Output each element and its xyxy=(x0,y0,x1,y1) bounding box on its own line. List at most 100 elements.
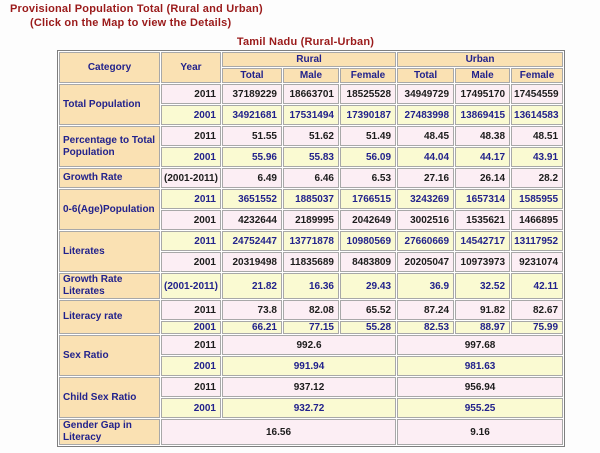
year-cell: 2011 xyxy=(161,126,221,146)
data-cell: 43.91 xyxy=(511,147,564,167)
header-urban-male: Male xyxy=(455,68,511,83)
data-cell: 6.49 xyxy=(222,168,282,188)
data-cell: 82.53 xyxy=(397,321,455,334)
data-cell: 13771878 xyxy=(283,231,339,251)
table-row: Growth Rate Literates (2001-2011) 21.82 … xyxy=(59,273,564,299)
data-cell: 16.36 xyxy=(283,273,339,299)
table-row: Percentage to Total Population 2011 51.5… xyxy=(59,126,564,167)
data-cell: 3243269 xyxy=(397,189,455,209)
data-cell: 27483998 xyxy=(397,105,455,125)
category-cell: Growth Rate xyxy=(59,168,160,188)
header-rural-total: Total xyxy=(222,68,282,83)
page-heading-line2: (Click on the Map to view the Details) xyxy=(30,17,232,29)
data-cell: 17531494 xyxy=(283,105,339,125)
data-cell: 77.15 xyxy=(283,321,339,334)
year-cell: 2011 xyxy=(161,231,221,251)
category-cell: Literates xyxy=(59,231,160,272)
data-cell: 26.14 xyxy=(455,168,511,188)
data-cell: 937.12 xyxy=(222,377,397,397)
year-cell: 2011 xyxy=(161,335,221,355)
table-row: Gender Gap in Literacy 16.56 9.16 xyxy=(59,419,564,445)
year-cell: 2001 xyxy=(161,147,221,167)
table-row: 0-6(Age)Population 2011 3651552 1885037 … xyxy=(59,189,564,230)
table-row: 2001 991.94 981.63 xyxy=(59,356,564,376)
category-cell: Child Sex Ratio xyxy=(59,377,160,418)
year-cell: 2001 xyxy=(161,321,221,334)
data-cell: 10973973 xyxy=(455,252,511,272)
data-cell: 932.72 xyxy=(222,398,397,418)
data-cell: 3002516 xyxy=(397,210,455,230)
data-cell: 17390187 xyxy=(340,105,397,125)
data-cell: 48.45 xyxy=(397,126,455,146)
year-cell: (2001-2011) xyxy=(161,273,221,299)
category-cell: Percentage to Total Population xyxy=(59,126,160,167)
table-row: 2001 55.96 55.83 56.09 44.04 44.17 43.91 xyxy=(59,147,564,167)
data-cell: 24752447 xyxy=(222,231,282,251)
header-rural-male: Male xyxy=(283,68,339,83)
data-cell: 34949729 xyxy=(397,84,455,104)
data-cell: 55.83 xyxy=(283,147,339,167)
data-cell: 32.52 xyxy=(455,273,511,299)
data-cell: 44.17 xyxy=(455,147,511,167)
data-cell: 82.67 xyxy=(511,300,564,320)
category-cell: 0-6(Age)Population xyxy=(59,189,160,230)
data-cell: 10980569 xyxy=(340,231,397,251)
year-cell: 2011 xyxy=(161,84,221,104)
data-cell: 55.28 xyxy=(340,321,397,334)
data-cell: 6.53 xyxy=(340,168,397,188)
data-cell: 1657314 xyxy=(455,189,511,209)
data-cell: 36.9 xyxy=(397,273,455,299)
data-cell: 9.16 xyxy=(397,419,564,445)
category-cell: Sex Ratio xyxy=(59,335,160,376)
table-row: Literacy rate 2011 73.8 82.08 65.52 87.2… xyxy=(59,300,564,334)
data-cell: 17454559 xyxy=(511,84,564,104)
data-cell: 51.62 xyxy=(283,126,339,146)
data-cell: 88.97 xyxy=(455,321,511,334)
page-heading: Provisional Population Total (Rural and … xyxy=(0,3,600,29)
data-cell: 91.82 xyxy=(455,300,511,320)
data-cell: 956.94 xyxy=(397,377,564,397)
header-row-subcolumns: Total Male Female Total Male Female xyxy=(59,68,564,83)
data-cell: 16.56 xyxy=(161,419,397,445)
table-row: 2001 20319498 11835689 8483809 20205047 … xyxy=(59,252,564,272)
data-cell: 55.96 xyxy=(222,147,282,167)
data-cell: 18663701 xyxy=(283,84,339,104)
data-cell: 3651552 xyxy=(222,189,282,209)
table-row: 2001 66.21 77.15 55.28 82.53 88.97 75.99 xyxy=(59,321,564,334)
data-cell: 75.99 xyxy=(511,321,564,334)
table-row: Total Population 2011 37189229 18663701 … xyxy=(59,84,564,125)
category-cell: Literacy rate xyxy=(59,300,160,334)
category-cell: Growth Rate Literates xyxy=(59,273,160,299)
category-cell: Total Population xyxy=(59,84,160,125)
header-urban-total: Total xyxy=(397,68,455,83)
category-cell: Gender Gap in Literacy xyxy=(59,419,160,445)
header-category: Category xyxy=(59,52,160,83)
data-cell: 37189229 xyxy=(222,84,282,104)
data-cell: 87.24 xyxy=(397,300,455,320)
table-row: 2001 34921681 17531494 17390187 27483998… xyxy=(59,105,564,125)
data-cell: 955.25 xyxy=(397,398,564,418)
year-cell: 2011 xyxy=(161,189,221,209)
data-cell: 2189995 xyxy=(283,210,339,230)
header-rural: Rural xyxy=(222,52,397,67)
data-cell: 13614583 xyxy=(511,105,564,125)
data-cell: 44.04 xyxy=(397,147,455,167)
data-cell: 34921681 xyxy=(222,105,282,125)
header-year: Year xyxy=(161,52,221,83)
table-row: Sex Ratio 2011 992.6 997.68 xyxy=(59,335,564,376)
data-cell: 28.2 xyxy=(511,168,564,188)
year-cell: 2001 xyxy=(161,105,221,125)
data-cell: 17495170 xyxy=(455,84,511,104)
data-cell: 21.82 xyxy=(222,273,282,299)
data-cell: 27660669 xyxy=(397,231,455,251)
data-cell: 1535621 xyxy=(455,210,511,230)
data-cell: 42.11 xyxy=(511,273,564,299)
data-cell: 51.49 xyxy=(340,126,397,146)
year-cell: 2001 xyxy=(161,252,221,272)
data-cell: 992.6 xyxy=(222,335,397,355)
year-cell: 2011 xyxy=(161,300,221,320)
data-cell: 1466895 xyxy=(511,210,564,230)
data-cell: 1885037 xyxy=(283,189,339,209)
data-cell: 66.21 xyxy=(222,321,282,334)
table-row: 2001 4232644 2189995 2042649 3002516 153… xyxy=(59,210,564,230)
